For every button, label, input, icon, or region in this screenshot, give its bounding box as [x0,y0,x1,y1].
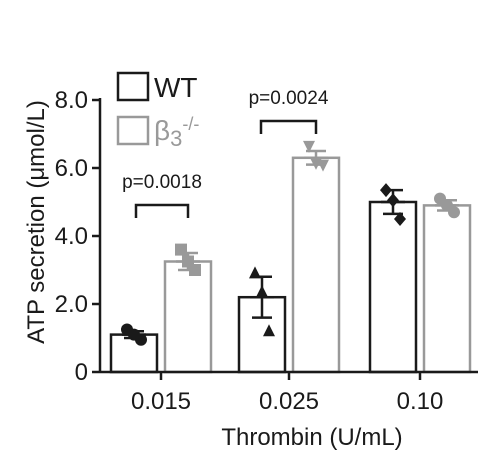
y-tick-label: 6.0 [55,155,88,182]
data-point [387,193,399,208]
data-point [256,285,268,298]
x-tick-label: 0.025 [259,388,319,415]
y-tick-label: 2.0 [55,291,88,318]
data-point [303,140,315,153]
data-point [249,266,261,279]
legend-swatch-wt [116,71,150,102]
y-tick-label: 0 [75,359,88,386]
annotations: p=0.0018 p=0.0024 [122,88,329,218]
x-axis-label: Thrombin (U/mL) [221,424,402,451]
legend: WT β3-/- [116,71,199,151]
significance-bracket [259,119,318,134]
x-tick-label: 0.10 [397,388,444,415]
bar [368,200,418,374]
data-point [175,243,187,256]
y-tick-label: 4.0 [55,223,88,250]
data-point [394,212,406,226]
bar [163,260,213,374]
y-axis-label: ATP secretion (μmol/L) [23,100,50,344]
legend-label-wt: WT [154,72,198,103]
data-point [310,157,322,170]
significance-bracket [134,203,190,218]
data-point [317,159,329,172]
axes-layer: 0 2.0 4.0 6.0 8.0 0.015 0.025 0.10 [55,87,478,415]
p-value-label: p=0.0024 [249,88,329,109]
data-point [263,324,275,337]
legend-label-ko: β3-/- [154,114,199,151]
legend-swatch-ko [116,115,150,146]
bar [422,204,472,374]
bar [291,156,341,374]
x-tick-label: 0.015 [131,388,191,415]
bars-layer [109,140,472,374]
p-value-label: p=0.0018 [122,172,202,193]
data-point [380,183,392,198]
y-tick-label: 8.0 [55,87,88,114]
data-point [182,255,194,268]
data-point [441,199,453,212]
data-point [128,328,140,341]
